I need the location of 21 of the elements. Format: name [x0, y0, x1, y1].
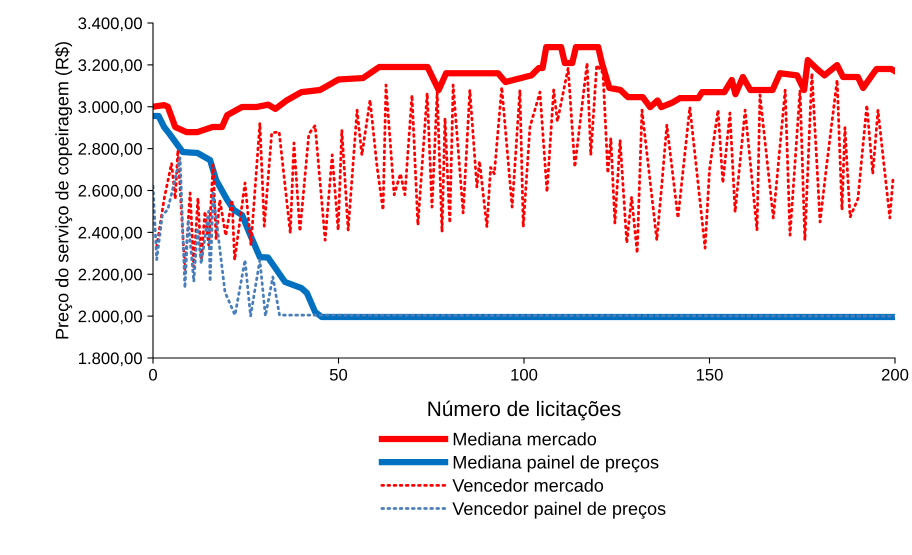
x-axis-title: Número de licitações — [428, 400, 621, 420]
legend-label: Mediana mercado — [454, 432, 596, 446]
y-tick-label: 3.200,00 — [78, 59, 142, 74]
y-tick-label: 2.600,00 — [78, 184, 142, 199]
y-tick-label: 2.400,00 — [78, 226, 142, 241]
x-tick-label: 200 — [882, 368, 908, 381]
legend-label: Vencedor mercado — [452, 478, 604, 492]
y-tick-label: 3.000,00 — [78, 101, 142, 115]
x-tick-label: 150 — [696, 368, 723, 381]
y-tick-label: 2.200,00 — [78, 268, 142, 282]
y-tick-label: 2.000,00 — [78, 310, 142, 324]
legend-label: Mediana painel de preços — [454, 455, 658, 472]
legend-label: Vencedor painel de preços — [452, 502, 666, 519]
x-tick-label: 0 — [149, 368, 157, 381]
line-series — [153, 156, 895, 318]
y-axis-title: Preço do serviço de copeiragem (R$) — [54, 42, 72, 339]
x-tick-label: 100 — [511, 368, 538, 381]
y-tick-label: 3.400,00 — [78, 17, 142, 32]
y-tick-label: 2.800,00 — [78, 143, 142, 157]
x-tick-label: 50 — [330, 368, 348, 381]
y-tick-label: 1.800,00 — [78, 352, 142, 366]
